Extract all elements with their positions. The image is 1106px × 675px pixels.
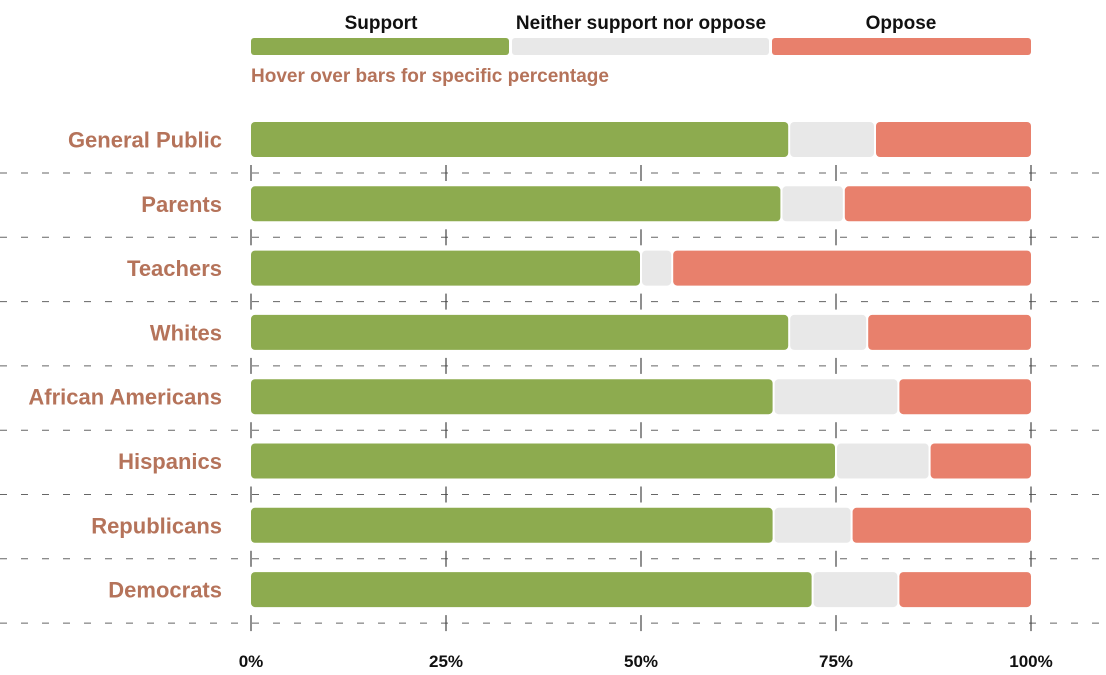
bar-row-african-americans: African Americans African Americans — Sup… [28,379,1031,415]
legend: Support Neither support nor oppose Oppose [251,13,1031,55]
bar-segment-neither-support-nor-oppose[interactable]: Hispanics — Neither support nor oppose: … [837,443,929,479]
x-tick-label: 50% [624,652,658,670]
hover-hint-text: Hover over bars for specific percentage [251,66,609,87]
bar-row-parents: Parents Parents — Support: 68%Parents — N… [141,186,1031,222]
bar-segment-neither-support-nor-oppose[interactable]: Whites — Neither support nor oppose: 10% [790,314,867,350]
bar-segment-support[interactable]: Democrats — Support: 72% [251,572,812,608]
category-label: General Public [68,128,222,153]
category-label: African Americans [28,385,222,410]
bar-segment-oppose[interactable]: Whites — Oppose: 21% [868,314,1031,350]
bar-segment-oppose[interactable]: Democrats — Oppose: 17% [899,572,1031,608]
bar-segment-oppose[interactable]: Teachers — Oppose: 46% [673,250,1031,286]
bar-segment-support[interactable]: Whites — Support: 69% [251,314,789,350]
legend-swatch-oppose [772,38,1031,55]
bar-segment-oppose[interactable]: General Public — Oppose: 20% [876,122,1031,157]
bar-row-general-public: General Public General Public — Support: … [68,122,1031,157]
x-tick-label: 25% [429,652,463,670]
category-label: Democrats [108,578,222,603]
bar-segment-oppose[interactable]: Parents — Oppose: 24% [844,186,1031,222]
bar-row-republicans: RepublicansRepublicans — Support: 67%Rep… [91,507,1031,543]
bar-segment-neither-support-nor-oppose[interactable]: African Americans — Neither support nor … [774,379,898,415]
bar-row-whites: Whites Whites — Support: 69%Whites — Neit… [150,314,1031,350]
category-label: Republicans [91,513,222,538]
x-tick-label: 100% [1009,652,1052,670]
legend-label-oppose: Oppose [866,13,937,34]
x-tick-label: 75% [819,652,853,670]
legend-swatch-neither-support-nor-oppose [512,38,769,55]
category-label: Parents [141,192,222,217]
legend-label-neither-support-nor-oppose: Neither support nor oppose [516,13,766,34]
bar-row-democrats: DemocratsDemocrats — Support: 72%Democra… [108,572,1031,608]
bar-segment-oppose[interactable]: Hispanics — Oppose: 13% [930,443,1031,479]
bar-segment-support[interactable]: General Public — Support: 69% [251,122,789,157]
grid [0,165,1106,632]
bar-segment-support[interactable]: Republicans — Support: 67% [251,507,773,543]
bars: General Public General Public — Support: … [28,122,1031,608]
bar-segment-support[interactable]: Hispanics — Support: 75% [251,443,835,479]
category-label: Hispanics [118,449,222,474]
x-axis: 0% 25% 50% 75% 100% [239,652,1053,671]
bar-segment-neither-support-nor-oppose[interactable]: General Public — Neither support nor opp… [790,122,874,157]
bar-segment-neither-support-nor-oppose[interactable]: Republicans — Neither support nor oppose… [774,507,851,543]
bar-segment-support[interactable]: African Americans — Support: 67% [251,379,773,415]
legend-swatch-support [251,38,509,55]
bar-segment-oppose[interactable]: African Americans — Oppose: 17% [899,379,1031,415]
bar-segment-support[interactable]: Teachers — Support: 50% [251,250,640,286]
bar-segment-neither-support-nor-oppose[interactable]: Teachers — Neither support nor oppose: 4… [642,250,672,286]
bar-segment-neither-support-nor-oppose[interactable]: Democrats — Neither support nor oppose: … [813,572,898,608]
bar-row-hispanics: HispanicsHispanics — Support: 75%Hispani… [118,443,1031,479]
bar-segment-oppose[interactable]: Republicans — Oppose: 23% [852,507,1031,543]
category-label: Teachers [127,256,222,281]
category-label: Whites [150,320,222,345]
bar-row-teachers: TeachersTeachers — Support: 50%Teachers … [127,250,1031,286]
x-tick-label: 0% [239,652,264,670]
bar-segment-support[interactable]: Parents — Support: 68% [251,186,781,222]
legend-label-support: Support [345,13,418,34]
bar-segment-neither-support-nor-oppose[interactable]: Parents — Neither support nor oppose: 8% [782,186,843,222]
